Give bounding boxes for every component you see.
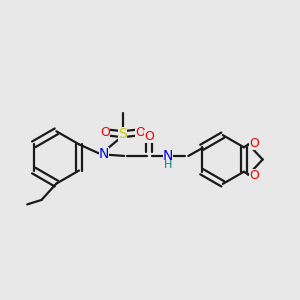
Text: O: O [100,126,110,139]
Text: O: O [249,137,259,150]
Text: N: N [163,149,173,163]
Text: H: H [164,160,172,170]
Text: N: N [99,147,109,161]
Text: O: O [144,130,154,142]
Text: O: O [135,126,145,139]
Text: O: O [249,169,259,182]
Text: S: S [118,127,127,141]
